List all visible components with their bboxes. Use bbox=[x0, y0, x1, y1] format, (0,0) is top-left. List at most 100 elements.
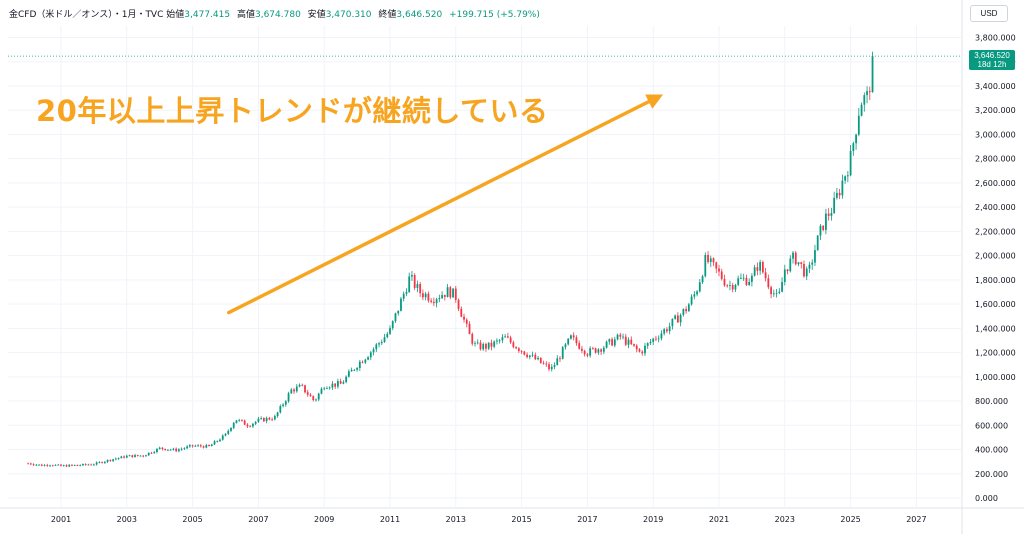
y-tick-label: 3,400.000 bbox=[975, 82, 1016, 91]
candle-body bbox=[216, 441, 219, 442]
header-ohlc: 金CFD（米ドル／オンス）・1月・TVC 始値3,477.415 高値3,674… bbox=[9, 7, 540, 20]
candle-body bbox=[638, 349, 641, 352]
candle-body bbox=[205, 444, 208, 448]
candle-body bbox=[312, 396, 315, 401]
candle-body bbox=[622, 336, 624, 338]
candle-body bbox=[188, 445, 191, 447]
candle-body bbox=[386, 333, 389, 338]
candle-body bbox=[594, 348, 597, 353]
candle-body bbox=[43, 464, 46, 466]
candle-body bbox=[309, 394, 312, 397]
candle-body bbox=[740, 277, 742, 279]
open-label: 始値 bbox=[166, 10, 185, 20]
candle-body bbox=[800, 262, 803, 264]
candle-body bbox=[402, 293, 405, 299]
candle-body bbox=[57, 464, 60, 466]
candle-body bbox=[227, 430, 230, 434]
candle-body bbox=[627, 339, 630, 345]
x-tick-label: 2005 bbox=[182, 515, 202, 524]
candle-body bbox=[158, 447, 161, 449]
candle-body bbox=[156, 448, 158, 453]
candle-body bbox=[844, 176, 847, 181]
candle-body bbox=[792, 252, 794, 259]
y-tick-label: 800.000 bbox=[975, 397, 1008, 406]
candle-body bbox=[328, 387, 331, 389]
candle-body bbox=[644, 345, 646, 354]
candle-body bbox=[142, 455, 145, 457]
candle-body bbox=[679, 314, 682, 323]
candle-body bbox=[841, 180, 844, 196]
candle-body bbox=[101, 462, 104, 463]
candle-body bbox=[106, 460, 109, 462]
candle-body bbox=[657, 338, 660, 340]
y-tick-label: 2,800.000 bbox=[975, 155, 1016, 164]
candle-body bbox=[46, 464, 49, 466]
candle-body bbox=[208, 444, 210, 446]
candle-body bbox=[164, 449, 167, 451]
candle-body bbox=[389, 328, 391, 334]
candle-body bbox=[860, 104, 863, 116]
candle-body bbox=[131, 455, 134, 457]
candle-body bbox=[27, 463, 29, 465]
candle-body bbox=[243, 420, 246, 425]
candle-body bbox=[611, 339, 613, 346]
y-tick-label: 400.000 bbox=[975, 446, 1008, 455]
candle-body bbox=[583, 350, 586, 355]
candle-body bbox=[339, 381, 342, 384]
candle-body bbox=[674, 315, 677, 319]
candle-body bbox=[315, 399, 317, 401]
candle-body bbox=[633, 344, 635, 346]
candle-body bbox=[326, 388, 328, 390]
candle-body bbox=[435, 299, 438, 304]
candle-body bbox=[224, 433, 227, 436]
candle-body bbox=[586, 354, 589, 356]
candle-body bbox=[147, 452, 150, 456]
candle-body bbox=[509, 337, 512, 343]
candle-body bbox=[282, 404, 284, 407]
candle-body bbox=[591, 348, 594, 350]
candle-body bbox=[123, 456, 125, 458]
candle-body bbox=[542, 362, 545, 364]
candle-body bbox=[855, 134, 857, 144]
high-value: 3,674.780 bbox=[254, 10, 301, 20]
candle-body bbox=[320, 388, 323, 394]
x-tick-label: 2009 bbox=[314, 515, 334, 524]
candle-body bbox=[753, 267, 756, 276]
candle-body bbox=[553, 365, 556, 367]
low-label: 安値 bbox=[307, 10, 326, 20]
candle-body bbox=[441, 295, 443, 299]
candle-body bbox=[361, 361, 364, 363]
candle-body bbox=[84, 464, 87, 465]
candle-body bbox=[666, 329, 668, 332]
y-tick-label: 1,600.000 bbox=[975, 300, 1016, 309]
candle-body bbox=[482, 344, 485, 350]
candle-body bbox=[715, 262, 718, 269]
currency-button[interactable]: USD bbox=[970, 5, 1008, 22]
y-tick-label: 3,200.000 bbox=[975, 106, 1016, 115]
candle-body bbox=[161, 447, 164, 450]
candle-body bbox=[391, 321, 394, 329]
candle-body bbox=[271, 419, 274, 421]
candle-body bbox=[230, 427, 232, 431]
candle-body bbox=[690, 296, 693, 305]
candle-body bbox=[778, 291, 781, 293]
candle-body bbox=[819, 225, 822, 236]
candle-body bbox=[526, 354, 528, 358]
candle-body bbox=[32, 464, 35, 466]
candle-body bbox=[323, 388, 326, 390]
symbol-label[interactable]: 金CFD（米ドル／オンス）・1月・TVC bbox=[9, 10, 164, 20]
y-tick-label: 1,000.000 bbox=[975, 373, 1016, 382]
candle-body bbox=[93, 464, 95, 466]
trend-arrow-shaft bbox=[227, 99, 651, 315]
candle-body bbox=[849, 150, 852, 176]
candle-body bbox=[293, 389, 295, 392]
candle-body bbox=[474, 343, 476, 345]
candle-body bbox=[186, 446, 189, 449]
candle-body bbox=[871, 56, 874, 93]
candle-body bbox=[125, 455, 128, 458]
candle-body bbox=[866, 91, 868, 96]
candle-body bbox=[254, 421, 257, 424]
candle-body bbox=[751, 275, 753, 282]
